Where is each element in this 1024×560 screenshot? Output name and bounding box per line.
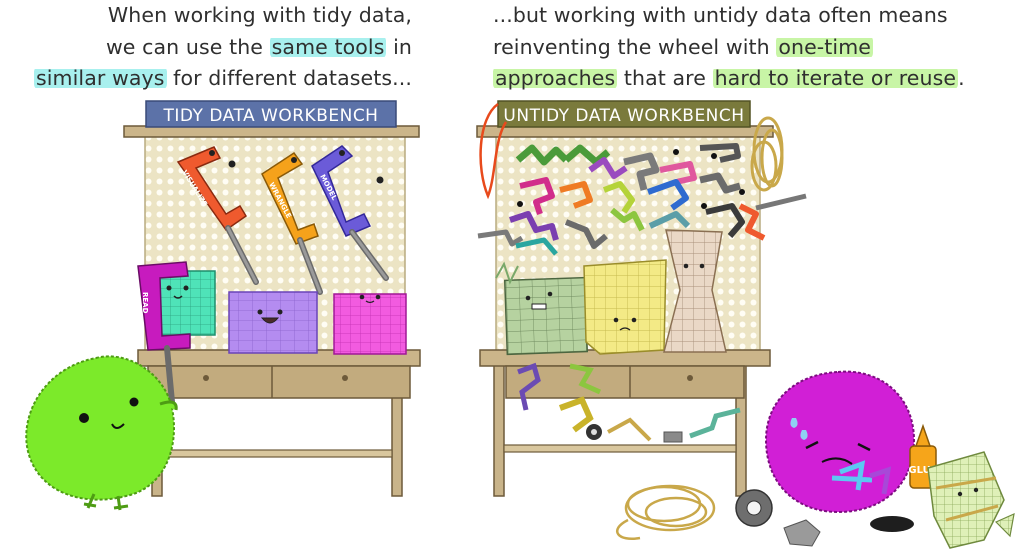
- highlight-one-time: one-time: [776, 34, 874, 59]
- highlight-same-tools: same tools: [269, 34, 387, 59]
- tan-hourglass-table: [663, 229, 727, 353]
- tidy-drawer-frame: [147, 365, 411, 399]
- tape-roll: [735, 489, 773, 527]
- lavender-data-table: [228, 291, 318, 354]
- tidy-sign-text: TIDY DATA WORKBENCH: [163, 106, 379, 126]
- untidy-caption-line-3: approaches that are hard to iterate or r…: [493, 63, 1013, 95]
- bench-crossbar: [503, 444, 737, 453]
- untidy-caption-text: reinventing the wheel with: [493, 34, 777, 59]
- under-bench-clutter: [517, 362, 741, 443]
- untidy-caption-text: .: [958, 66, 965, 90]
- tidy-workbench: TIDY DATA WORKBENCH VISUALIZE WRANGLE MO…: [25, 100, 421, 511]
- glue-label: GLUE: [908, 465, 937, 476]
- tidy-caption-text: we can use the: [105, 34, 270, 59]
- sage-grumpy-table: [495, 261, 589, 356]
- untidy-drawer-frame: [505, 365, 745, 399]
- tidy-caption-line-2: we can use the same tools in: [4, 32, 412, 64]
- read-clamp-with-mint-table: READ: [137, 261, 216, 405]
- tidy-sign: [145, 100, 397, 128]
- tidy-caption-line-3: similar ways for different datasets...: [4, 63, 412, 95]
- highlight-similar-ways: similar ways: [33, 66, 167, 90]
- yellow-crumpled-table: [583, 259, 667, 355]
- bench-crossbar: [161, 449, 393, 458]
- magenta-fuzzy-monster: [764, 370, 916, 514]
- untidy-caption-line-1: ...but working with untidy data often me…: [493, 3, 948, 27]
- scattered-tools: [477, 143, 807, 256]
- black-tape-roll: [870, 516, 914, 532]
- untidy-workbench: UNTIDY DATA WORKBENCH: [476, 100, 1015, 549]
- tidy-caption: When working with tidy data, we can use …: [4, 0, 412, 95]
- drawer-knob: [203, 375, 209, 381]
- drawer-knob: [687, 375, 693, 381]
- floor-rope: [616, 484, 716, 541]
- read-label: READ: [141, 292, 149, 314]
- untidy-sign: [497, 100, 751, 128]
- untidy-caption-line-2: reinventing the wheel with one-time: [493, 32, 1013, 64]
- highlight-hard-to-iterate: hard to iterate or reuse: [712, 66, 959, 90]
- peg-hole: [228, 160, 236, 168]
- highlight-approaches: approaches: [493, 66, 618, 90]
- untidy-caption-text: that are: [617, 66, 713, 90]
- broken-taped-table: [927, 451, 1015, 549]
- tidy-caption-text: for different datasets...: [166, 66, 412, 90]
- untidy-caption: ...but working with untidy data often me…: [493, 0, 1013, 95]
- green-fuzzy-monster: [25, 355, 178, 511]
- peg-hole: [376, 176, 384, 184]
- bench-leg: [493, 361, 505, 497]
- red-cord: [479, 102, 508, 200]
- pink-data-table: [333, 293, 407, 355]
- untidy-sign-text: UNTIDY DATA WORKBENCH: [503, 106, 744, 126]
- tidy-caption-text: in: [386, 34, 412, 59]
- tidy-caption-line-1: When working with tidy data,: [107, 3, 412, 27]
- mint-data-table: [154, 270, 216, 336]
- drawer-knob: [342, 375, 348, 381]
- hanging-rope: [750, 116, 784, 192]
- rock: [783, 519, 821, 547]
